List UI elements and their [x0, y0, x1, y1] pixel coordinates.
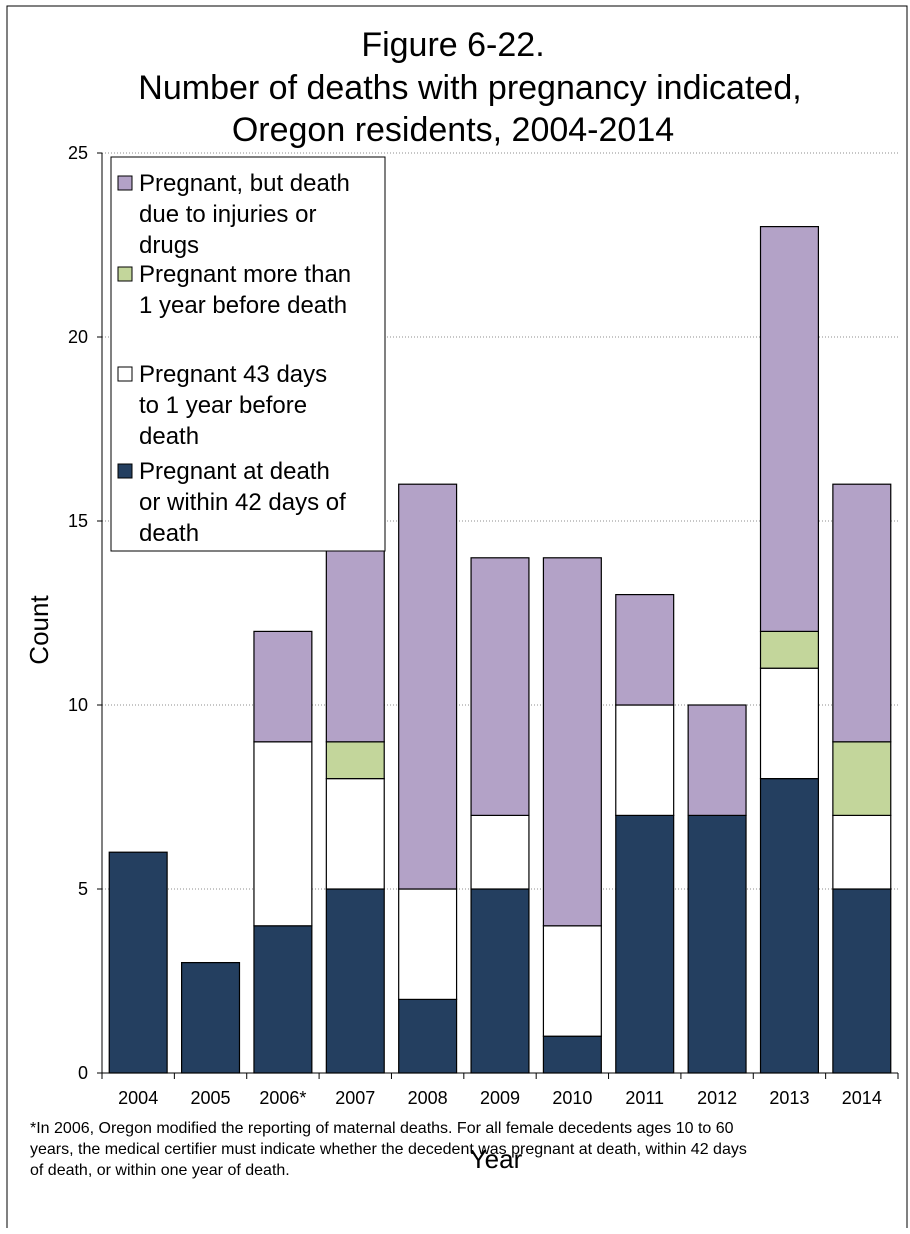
- bar-segment-2014-series-3: [832, 483, 892, 743]
- bar-segment-2006-series-0: [253, 925, 313, 1074]
- bar-segment-2010-series-3: [542, 557, 602, 927]
- legend-label: due to injuries or: [139, 201, 316, 228]
- bar-segment-2008-series-3: [398, 483, 458, 890]
- legend-label: Pregnant at death: [139, 458, 330, 485]
- bars: [108, 226, 892, 1074]
- chart-title-line-2: Number of deaths with pregnancy indicate…: [138, 69, 801, 107]
- bar-segment-2009-series-3: [470, 557, 530, 816]
- y-tick-label: 10: [68, 695, 88, 715]
- bar-segment-2005-series-0: [181, 961, 241, 1074]
- legend-label: Pregnant, but death: [139, 170, 350, 197]
- y-tick-label: 15: [68, 511, 88, 531]
- bar-segment-2012-series-3: [687, 704, 747, 817]
- legend-swatch: [117, 463, 133, 479]
- bar-segment-2011-series-0: [615, 814, 675, 1074]
- x-tick-label: 2011: [625, 1088, 664, 1108]
- y-tick-label: 20: [68, 327, 88, 347]
- footnote-line-1: *In 2006, Oregon modified the reporting …: [30, 1120, 734, 1137]
- bar-segment-2004-series-0: [108, 851, 168, 1074]
- x-tick-label: 2006*: [259, 1088, 306, 1108]
- bar-segment-2007-series-1: [325, 777, 385, 890]
- x-tick-label: 2012: [697, 1088, 737, 1108]
- x-tick-label: 2013: [769, 1088, 809, 1108]
- x-tick-label: 2005: [191, 1088, 231, 1108]
- x-tick-label: 2008: [408, 1088, 448, 1108]
- y-axis-title: Count: [24, 595, 54, 665]
- bar-segment-2008-series-0: [398, 998, 458, 1074]
- chart-title-line-1: Figure 6-22.: [361, 26, 544, 64]
- bar-segment-2007-series-3: [325, 520, 385, 743]
- bar-segment-2014-series-0: [832, 888, 892, 1074]
- bar-segment-2013-series-3: [759, 226, 820, 632]
- axes: [97, 152, 899, 1079]
- bar-segment-2006-series-1: [253, 741, 313, 927]
- bar-segment-2014-series-2: [832, 741, 892, 816]
- bar-segment-2010-series-0: [542, 1035, 602, 1074]
- legend-label: 1 year before death: [139, 292, 347, 319]
- legend-swatch: [117, 266, 133, 282]
- x-tick-label: 2014: [842, 1088, 882, 1108]
- legend-label: to 1 year before: [139, 392, 307, 419]
- x-tick-label: 2009: [480, 1088, 520, 1108]
- legend-label: or within 42 days of: [139, 489, 346, 516]
- legend-label: Pregnant 43 days: [139, 361, 327, 388]
- chart-border: [6, 5, 908, 1228]
- y-tick-label: 25: [68, 143, 88, 163]
- chart-title-line-3: Oregon residents, 2004-2014: [232, 111, 674, 149]
- bar-segment-2010-series-1: [542, 925, 602, 1037]
- x-tick-label: 2007: [335, 1088, 375, 1108]
- legend-label: death: [139, 423, 199, 450]
- legend-swatch: [117, 366, 133, 382]
- bar-segment-2007-series-0: [325, 888, 385, 1074]
- bar-segment-2009-series-0: [470, 888, 530, 1074]
- bar-segment-2012-series-0: [687, 814, 747, 1074]
- bar-segment-2006-series-3: [253, 630, 313, 743]
- legend-label: death: [139, 520, 199, 547]
- bar-segment-2009-series-1: [470, 814, 530, 890]
- x-tick-label: 2010: [552, 1088, 592, 1108]
- y-tick-labels: 0 5 10 15 20 25: [68, 143, 88, 1083]
- legend-box: [110, 156, 386, 552]
- y-tick-label: 5: [78, 879, 88, 899]
- legend-label: Pregnant more than: [139, 261, 351, 288]
- bar-segment-2014-series-1: [832, 814, 892, 890]
- bar-segment-2007-series-2: [325, 741, 385, 780]
- bar-segment-2013-series-0: [759, 777, 820, 1074]
- bar-segment-2013-series-1: [759, 667, 820, 780]
- legend: Pregnant, but death due to injuries or dru…: [110, 156, 386, 552]
- x-axis-title: Year: [470, 1144, 523, 1174]
- legend-label: drugs: [139, 232, 199, 259]
- x-tick-label: 2004: [118, 1088, 158, 1108]
- footnote-line-3: of death, or within one year of death.: [30, 1162, 290, 1179]
- bar-segment-2011-series-1: [615, 704, 675, 817]
- bar-segment-2013-series-2: [759, 630, 820, 669]
- legend-swatch: [117, 175, 133, 191]
- x-tick-labels: 2004 2005 2006* 2007 2008 2009 2010 2011 2012 201…: [118, 1088, 882, 1108]
- footnote-line-2: years, the medical certifier must indica…: [30, 1141, 747, 1158]
- bar-segment-2008-series-1: [398, 888, 458, 1001]
- bar-segment-2011-series-3: [615, 593, 675, 706]
- y-tick-label: 0: [78, 1063, 88, 1083]
